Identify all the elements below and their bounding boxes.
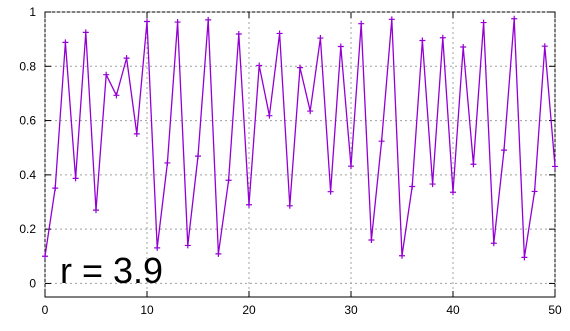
- data-point-marker: [113, 92, 120, 99]
- data-point-marker: [276, 30, 283, 37]
- data-point-marker: [480, 19, 487, 26]
- y-tick-label: 0.8: [19, 59, 36, 73]
- data-point-marker: [552, 163, 558, 170]
- y-tick-label: 0.4: [19, 168, 36, 182]
- data-markers: [42, 15, 558, 261]
- data-point-marker: [419, 37, 426, 44]
- y-tick-label: 0.6: [19, 114, 36, 128]
- data-point-marker: [399, 252, 405, 259]
- data-point-marker: [123, 55, 130, 62]
- y-tick-labels: 0 0.2 0.4 0.6 0.8 1: [19, 5, 36, 290]
- data-point-marker: [235, 30, 242, 37]
- data-point-marker: [256, 62, 263, 69]
- data-point-marker: [133, 130, 140, 137]
- data-point-marker: [164, 159, 171, 166]
- x-tick-label: 30: [344, 303, 358, 317]
- data-point-marker: [52, 185, 59, 192]
- data-point-marker: [246, 201, 252, 208]
- data-point-marker: [348, 163, 354, 170]
- data-point-marker: [297, 64, 303, 71]
- y-tick-label: 0.2: [19, 222, 36, 236]
- data-point-marker: [541, 43, 548, 50]
- data-point-marker: [93, 207, 99, 214]
- data-point-marker: [62, 39, 69, 46]
- data-point-marker: [317, 35, 324, 42]
- data-point-marker: [470, 161, 477, 168]
- data-point-marker: [450, 189, 456, 196]
- data-point-marker: [327, 188, 334, 195]
- data-point-marker: [521, 254, 528, 261]
- x-tick-label: 10: [140, 303, 154, 317]
- data-point-marker: [184, 242, 191, 249]
- data-point-marker: [72, 175, 79, 182]
- data-point-marker: [174, 19, 181, 26]
- data-point-marker: [368, 237, 375, 243]
- x-tick-label: 50: [548, 303, 562, 317]
- x-tick-labels: 0 10 20 30 40 50: [42, 303, 562, 317]
- x-tick-label: 20: [242, 303, 256, 317]
- data-point-marker: [511, 15, 518, 22]
- data-point-marker: [409, 183, 416, 190]
- x-tick-label: 40: [446, 303, 460, 317]
- data-point-marker: [225, 177, 232, 184]
- data-point-marker: [501, 147, 507, 154]
- data-point-marker: [144, 18, 150, 25]
- data-point-marker: [286, 202, 293, 209]
- data-point-marker: [388, 16, 395, 23]
- data-point-marker: [82, 29, 89, 36]
- data-point-marker: [439, 34, 446, 41]
- data-point-marker: [378, 138, 385, 145]
- data-point-marker: [42, 253, 48, 260]
- plot-area: [44, 11, 556, 298]
- data-point-marker: [490, 240, 497, 247]
- axis-ticks: [44, 11, 556, 297]
- x-tick-label: 0: [42, 303, 49, 317]
- y-tick-label: 0: [29, 276, 36, 290]
- r-value-annotation: r = 3.9: [60, 250, 163, 291]
- data-point-marker: [205, 16, 212, 23]
- data-point-marker: [531, 188, 538, 195]
- data-point-marker: [195, 153, 201, 160]
- data-point-marker: [103, 71, 110, 78]
- data-point-marker: [358, 20, 365, 27]
- data-point-marker: [215, 250, 222, 257]
- data-point-marker: [154, 244, 161, 251]
- data-point-marker: [460, 44, 467, 51]
- data-point-marker: [337, 43, 344, 50]
- data-point-marker: [266, 112, 273, 119]
- y-tick-label: 1: [29, 5, 36, 19]
- data-point-marker: [429, 181, 436, 188]
- data-point-marker: [307, 108, 314, 115]
